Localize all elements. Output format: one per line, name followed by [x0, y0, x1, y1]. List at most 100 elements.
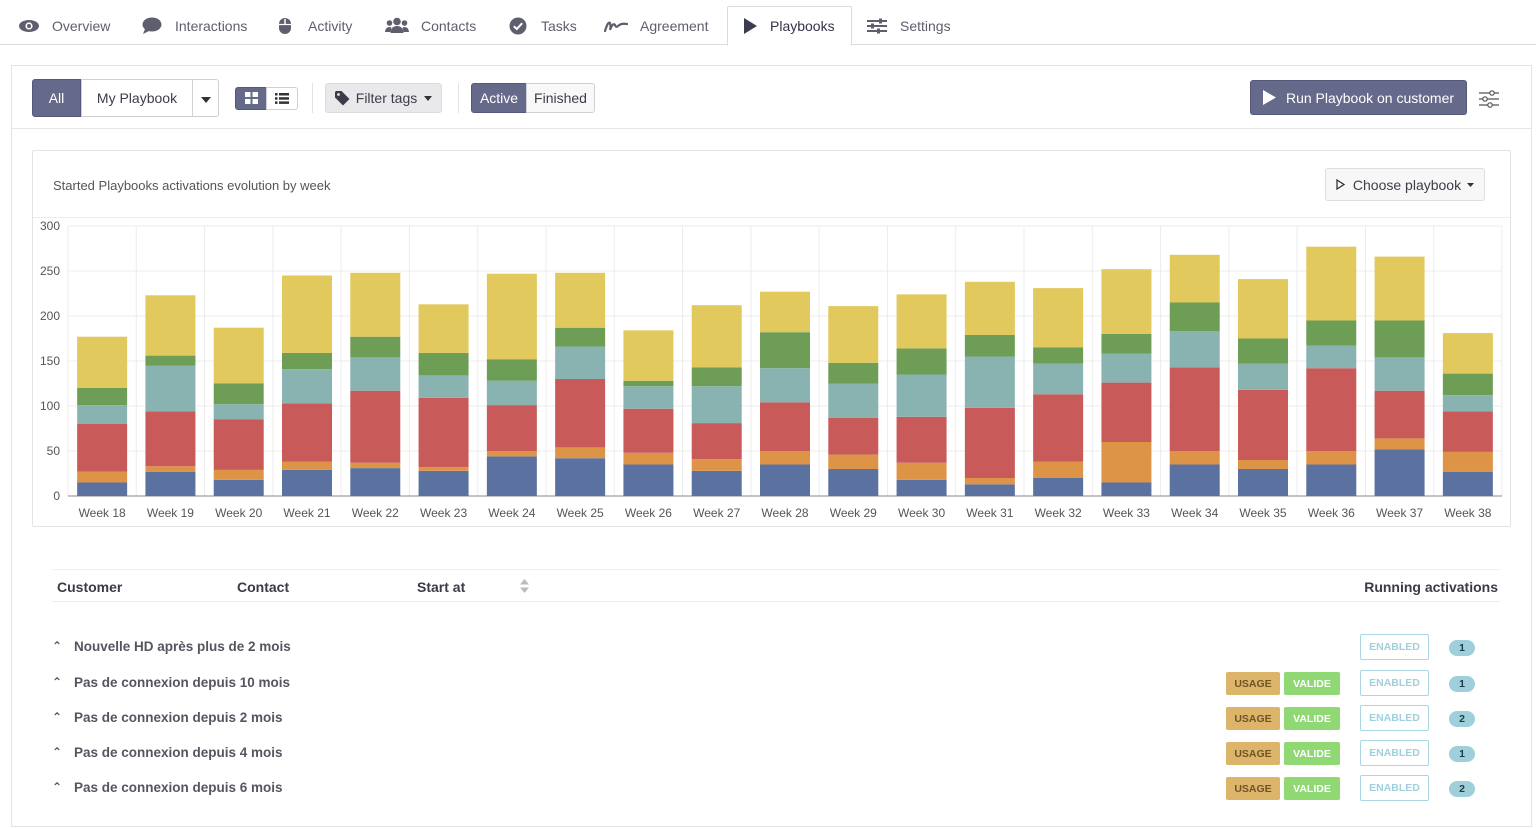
bar-segment	[486, 405, 537, 451]
x-tick-label: Week 33	[1103, 506, 1150, 520]
chat-bubble-icon	[141, 17, 163, 35]
running-count-badge: 1	[1449, 676, 1475, 692]
bar-segment	[213, 404, 264, 420]
status-badge: ENABLED	[1360, 634, 1429, 660]
playbook-name: Pas de connexion depuis 2 mois	[74, 710, 283, 725]
filter-tags-button[interactable]: Filter tags	[325, 83, 442, 113]
tab-interactions[interactable]: Interactions	[141, 6, 247, 45]
status-badge: ENABLED	[1360, 740, 1429, 766]
toolbar-divider	[312, 83, 313, 113]
x-tick-label: Week 30	[898, 506, 945, 520]
bar-segment	[1101, 482, 1152, 496]
bar-segment	[282, 461, 332, 470]
filter-tags-label: Filter tags	[355, 90, 418, 106]
bar-segment	[1101, 382, 1152, 442]
run-playbook-button[interactable]: Run Playbook on customer	[1250, 80, 1467, 115]
bar-segment	[691, 305, 742, 368]
tab-activity[interactable]: Activity	[274, 6, 352, 45]
grid-icon	[244, 91, 258, 107]
bar-segment	[350, 357, 401, 391]
toolbar-divider	[458, 83, 459, 113]
chevron-up-icon[interactable]: ⌃	[52, 780, 63, 794]
my-playbook-button[interactable]: My Playbook	[81, 79, 193, 117]
active-filter-label: Active	[479, 90, 519, 106]
x-tick-label: Week 29	[830, 506, 877, 520]
chevron-up-icon[interactable]: ⌃	[52, 675, 63, 689]
header-customer[interactable]: Customer	[57, 579, 123, 595]
x-tick-label: Week 20	[215, 506, 262, 520]
playbook-dropdown-button[interactable]	[192, 79, 219, 117]
bar-segment	[1101, 442, 1152, 483]
bar-segment	[213, 469, 264, 480]
bar-segment	[555, 447, 606, 459]
bar-segment	[555, 379, 606, 448]
all-button-label: All	[48, 90, 65, 106]
bar-segment	[964, 334, 1015, 357]
bar-segment	[691, 470, 742, 496]
x-tick-label: Week 28	[761, 506, 808, 520]
bar-segment	[1442, 411, 1493, 452]
bar-segment	[1238, 363, 1288, 390]
tab-tasks[interactable]: Tasks	[507, 6, 577, 45]
sort-icon[interactable]	[520, 579, 529, 596]
grid-view-button[interactable]	[235, 87, 267, 110]
running-count-badge: 2	[1449, 711, 1475, 727]
bar-segment	[828, 469, 879, 496]
bar-segment	[964, 356, 1015, 408]
bar-segment	[760, 332, 810, 369]
bar-segment	[828, 306, 879, 363]
x-tick-label: Week 36	[1308, 506, 1355, 520]
header-contact[interactable]: Contact	[237, 579, 290, 595]
bar-segment	[555, 327, 606, 347]
bar-segment	[418, 470, 469, 496]
chart-title: Started Playbooks activations evolution …	[53, 178, 331, 193]
bar-segment	[77, 405, 128, 424]
chevron-up-icon[interactable]: ⌃	[52, 639, 63, 653]
bar-segment	[145, 355, 196, 366]
bar-segment	[1033, 478, 1084, 496]
bar-segment	[964, 484, 1015, 496]
check-circle-icon	[507, 17, 529, 35]
table-header: Customer Contact Start at Running activa…	[52, 569, 1500, 602]
settings-sliders-button[interactable]	[1479, 90, 1499, 108]
tab-contacts[interactable]: Contacts	[385, 6, 476, 45]
choose-playbook-button[interactable]: Choose playbook	[1325, 168, 1485, 201]
table-row[interactable]: ⌃ Pas de connexion depuis 10 mois USAGE …	[52, 669, 1500, 699]
bar-segment	[555, 346, 606, 379]
bar-segment	[1033, 288, 1084, 348]
bar-segment	[896, 416, 947, 463]
tab-agreement[interactable]: Agreement	[604, 6, 708, 45]
table-row[interactable]: ⌃ Pas de connexion depuis 2 mois USAGE V…	[52, 704, 1500, 734]
active-filter-button[interactable]: Active	[471, 83, 527, 113]
bar-segment	[691, 367, 742, 387]
caret-down-icon	[1467, 182, 1475, 187]
list-view-button[interactable]	[266, 87, 298, 110]
bar-segment	[760, 451, 810, 465]
table-row[interactable]: ⌃ Pas de connexion depuis 4 mois USAGE V…	[52, 739, 1500, 769]
x-tick-label: Week 26	[625, 506, 672, 520]
header-running-activations: Running activations	[1364, 579, 1498, 595]
table-row[interactable]: ⌃ Nouvelle HD après plus de 2 mois ENABL…	[52, 633, 1500, 663]
bar-segment	[1169, 302, 1220, 332]
bar-segment	[1169, 367, 1220, 451]
bar-segment	[828, 454, 879, 469]
x-tick-label: Week 34	[1171, 506, 1218, 520]
all-button[interactable]: All	[32, 79, 81, 117]
bar-segment	[1374, 390, 1425, 439]
bar-segment	[1442, 373, 1493, 396]
table-row[interactable]: ⌃ Pas de connexion depuis 6 mois USAGE V…	[52, 774, 1500, 804]
chevron-up-icon[interactable]: ⌃	[52, 710, 63, 724]
playbook-name: Nouvelle HD après plus de 2 mois	[74, 639, 291, 654]
tab-settings[interactable]: Settings	[866, 6, 951, 45]
finished-filter-button[interactable]: Finished	[526, 83, 595, 113]
tab-label: Agreement	[640, 17, 709, 34]
eye-icon	[18, 17, 40, 35]
bar-segment	[623, 464, 674, 496]
tab-overview[interactable]: Overview	[18, 6, 110, 45]
bar-segment	[1306, 451, 1357, 465]
tab-playbooks[interactable]: Playbooks	[727, 6, 852, 46]
bar-segment	[691, 386, 742, 424]
chevron-up-icon[interactable]: ⌃	[52, 745, 63, 759]
header-start-at[interactable]: Start at	[417, 579, 466, 595]
bar-segment	[1306, 345, 1357, 369]
